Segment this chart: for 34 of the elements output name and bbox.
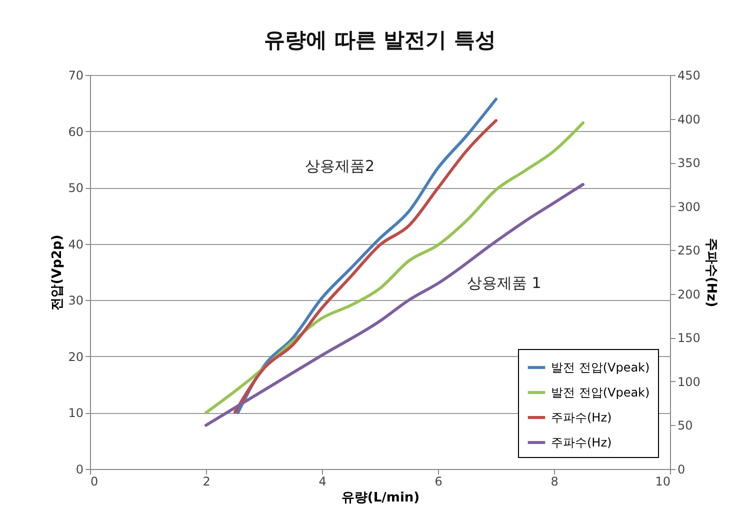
legend-label: 발전 전압(Vpeak) xyxy=(551,386,650,400)
y2-tick-label: 250 xyxy=(678,244,700,258)
legend-label: 주파수(Hz) xyxy=(551,410,612,424)
legend-label: 주파수(Hz) xyxy=(551,436,612,450)
x-tick-label: 2 xyxy=(202,474,210,488)
y-axis-title: 전압(Vp2p) xyxy=(50,234,66,310)
annotation: 상용제품 1 xyxy=(467,274,542,293)
x-tick-label: 8 xyxy=(550,474,558,488)
x-axis-title: 유량(L/min) xyxy=(341,490,420,506)
y-tick-label: 60 xyxy=(68,124,84,139)
annotation: 상용제품2 xyxy=(305,157,375,176)
y2-axis-title: 주파수(Hz) xyxy=(703,238,718,308)
x-tick-label: 0 xyxy=(90,474,98,488)
y-tick-label: 30 xyxy=(68,294,84,308)
y2-tick-label: 50 xyxy=(678,418,693,433)
y-tick-label: 20 xyxy=(68,350,84,364)
y2-tick-label: 400 xyxy=(678,112,700,126)
y-tick-label: 0 xyxy=(76,462,84,476)
y2-tick-label: 350 xyxy=(678,156,700,170)
y2-tick-label: 300 xyxy=(678,200,700,214)
legend-label: 발전 전압(Vpeak) xyxy=(551,360,650,374)
y2-tick-label: 0 xyxy=(678,462,686,476)
x-tick-label: 4 xyxy=(318,474,326,488)
x-tick-label: 10 xyxy=(655,474,670,488)
y-tick-label: 70 xyxy=(68,68,84,82)
y-tick-label: 50 xyxy=(68,181,84,196)
y2-tick-label: 450 xyxy=(678,68,700,82)
y2-tick-label: 200 xyxy=(678,287,700,302)
x-tick-label: 6 xyxy=(434,474,442,488)
chart-title: 유량에 따른 발전기 특성 xyxy=(264,28,496,52)
y2-tick-label: 100 xyxy=(678,374,700,389)
y-tick-label: 10 xyxy=(68,406,84,420)
y2-tick-label: 150 xyxy=(678,331,700,346)
y-tick-label: 40 xyxy=(68,237,84,252)
